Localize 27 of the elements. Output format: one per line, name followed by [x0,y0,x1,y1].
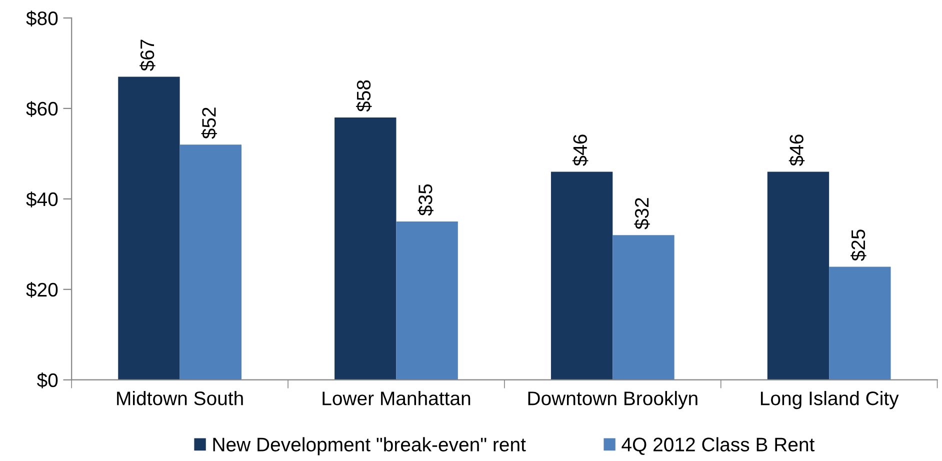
y-tick-label: $80 [26,10,58,26]
legend-label: 4Q 2012 Class B Rent [622,437,815,455]
x-tick-label: Lower Manhattan [322,390,470,406]
data-label: $32 [634,198,650,230]
x-tick-label: Downtown Brooklyn [528,390,698,410]
bar [180,144,242,380]
bar [118,76,180,380]
data-label: $35 [418,184,434,216]
y-tick-label: $0 [36,372,58,388]
bar [612,235,674,380]
bar [334,117,396,380]
data-label: $46 [572,134,588,166]
legend-label: New Development "break-even" rent [213,437,526,456]
bar [550,172,613,380]
y-tick-label: $60 [26,101,58,117]
bar [396,222,458,380]
x-tick-label: Midtown South [117,390,243,406]
data-label: $52 [201,108,218,139]
x-tick-label: Long Island City [760,390,899,410]
bar [767,172,830,380]
data-label: $58 [356,80,372,112]
bar [829,266,891,380]
data-label: $25 [850,230,866,262]
y-tick-label: $20 [26,282,58,298]
y-tick-label: $40 [26,192,58,208]
data-label: $46 [788,134,805,166]
data-label: $67 [140,40,156,72]
